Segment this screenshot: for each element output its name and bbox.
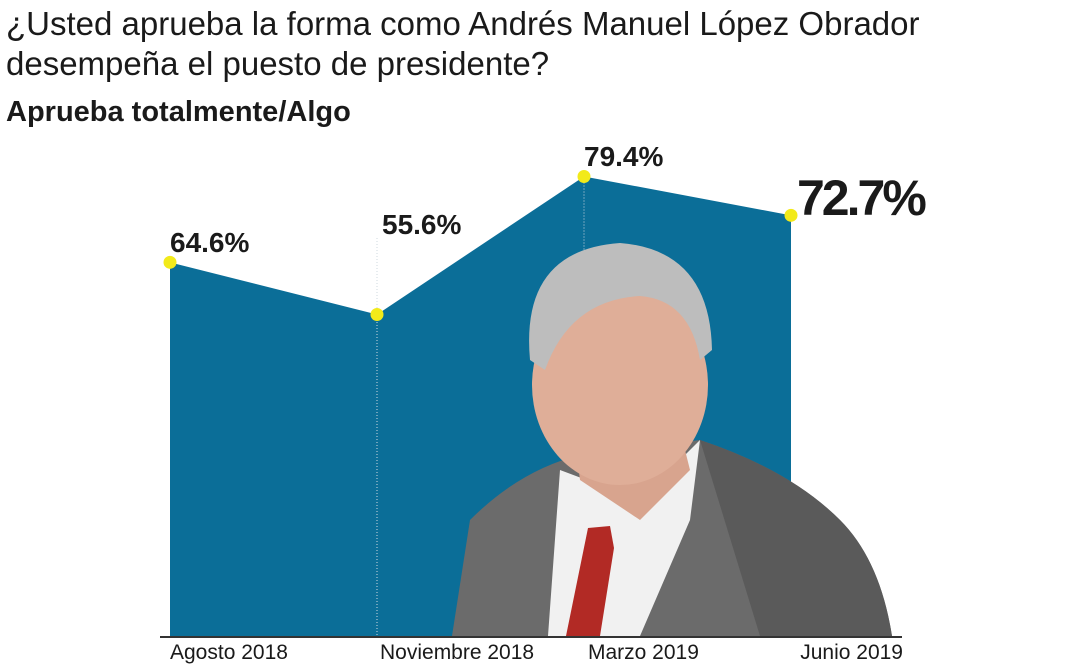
x-tick-label: Agosto 2018 — [170, 641, 288, 664]
data-label: 72.7% — [797, 170, 926, 226]
data-point — [163, 255, 177, 269]
data-label: 79.4% — [584, 141, 663, 172]
hair-shape — [529, 243, 712, 370]
face-shape — [532, 285, 708, 485]
data-point — [784, 208, 798, 222]
president-photo — [452, 243, 892, 636]
data-label: 64.6% — [170, 227, 249, 258]
data-point — [370, 308, 384, 322]
data-point — [577, 169, 591, 183]
data-label: 55.6% — [382, 209, 461, 240]
x-tick-label: Marzo 2019 — [588, 641, 699, 664]
suit-shade — [700, 440, 892, 636]
chart-title: ¿Usted aprueba la forma como Andrés Manu… — [6, 5, 920, 82]
chart-subtitle: Aprueba totalmente/Algo — [6, 96, 351, 128]
x-tick-label: Junio 2019 — [800, 641, 903, 664]
tie-shape — [566, 526, 614, 636]
x-tick-label: Noviembre 2018 — [380, 641, 534, 664]
